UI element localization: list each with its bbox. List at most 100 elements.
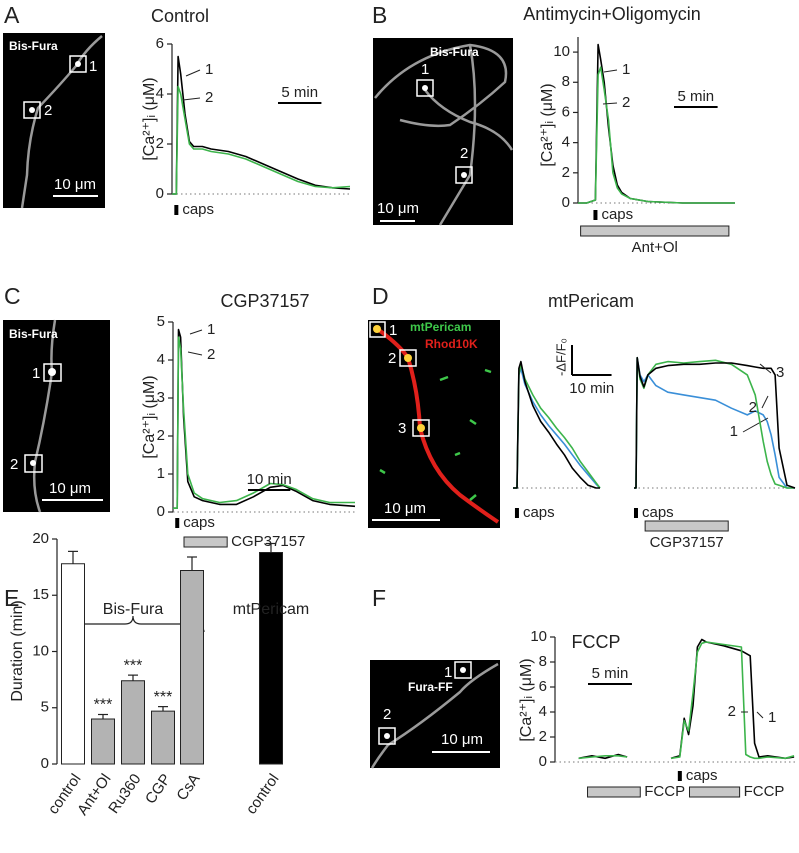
stimulus-marker bbox=[514, 508, 519, 518]
stimulus-marker bbox=[677, 771, 682, 781]
roi-label: 3 bbox=[398, 420, 406, 437]
group-label: mtPericam bbox=[233, 601, 309, 618]
trace-leader bbox=[759, 363, 772, 374]
micrograph bbox=[373, 38, 514, 226]
trace-label: 1 bbox=[730, 423, 738, 440]
treatment-bar bbox=[644, 520, 729, 532]
trace-leader bbox=[187, 351, 203, 356]
y-scale-bar-label: -ΔF/F₀ bbox=[553, 338, 568, 376]
scale-bar-label: 10 μm bbox=[384, 500, 426, 517]
scale-bar-label: 10 μm bbox=[49, 480, 91, 497]
y-tick-label: 2 bbox=[562, 164, 570, 181]
y-tick-label: 6 bbox=[562, 103, 570, 120]
panel-letter: C bbox=[4, 283, 21, 309]
trace-label: 1 bbox=[768, 709, 776, 726]
roi-label: 1 bbox=[421, 61, 429, 78]
micrograph bbox=[3, 33, 105, 209]
trace bbox=[578, 641, 795, 760]
y-tick-label: 10 bbox=[530, 628, 547, 645]
stimulus-label: caps bbox=[182, 201, 214, 218]
treatment-label: CGP37157 bbox=[650, 534, 724, 551]
stimulus-label: caps bbox=[601, 206, 633, 223]
micrograph bbox=[368, 320, 500, 528]
image-label: Bis-Fura bbox=[9, 39, 58, 53]
trace-label: 2 bbox=[205, 89, 213, 106]
trace-label: 3 bbox=[776, 364, 784, 381]
panel-title: FCCP bbox=[572, 632, 621, 652]
trace-leader bbox=[185, 69, 201, 77]
bar bbox=[91, 718, 115, 765]
panel-letter: F bbox=[372, 585, 386, 611]
y-tick-label: 5 bbox=[41, 699, 49, 716]
y-tick-label: 5 bbox=[157, 313, 165, 330]
y-tick-label: 0 bbox=[41, 755, 49, 772]
trace bbox=[634, 356, 795, 489]
y-tick-label: 10 bbox=[32, 642, 49, 659]
panel-letter: A bbox=[4, 2, 20, 28]
y-axis-label: [Ca²⁺]ᵢ (μM) bbox=[539, 83, 556, 166]
treatment-bar bbox=[580, 225, 730, 237]
scale-bar-label: 10 μm bbox=[377, 200, 419, 217]
y-tick-label: 0 bbox=[539, 753, 547, 770]
stimulus-label: caps bbox=[183, 514, 215, 531]
panel-title: Antimycin+Oligomycin bbox=[523, 4, 701, 24]
panel-letter: E bbox=[4, 585, 19, 611]
y-tick-label: 8 bbox=[562, 73, 570, 90]
trace-leader bbox=[602, 102, 618, 105]
trace-leader bbox=[189, 329, 203, 335]
trace bbox=[173, 328, 356, 509]
micrograph bbox=[370, 660, 500, 769]
trace bbox=[172, 55, 351, 195]
significance: *** bbox=[154, 689, 173, 706]
x-tick-label: Ru360 bbox=[105, 771, 144, 817]
trace-leader bbox=[603, 69, 618, 73]
significance: *** bbox=[124, 657, 143, 674]
roi-label: 2 bbox=[44, 102, 52, 119]
roi-label: 1 bbox=[32, 365, 40, 382]
x-tick-label: CGP bbox=[142, 771, 175, 807]
scale-bar-label: 10 min bbox=[569, 380, 614, 397]
panel-title: CGP37157 bbox=[220, 291, 309, 311]
trace bbox=[172, 85, 351, 195]
bar bbox=[61, 563, 85, 765]
roi-label: 2 bbox=[388, 350, 396, 367]
y-axis-label: Duration (min) bbox=[9, 600, 26, 701]
scale-bar-label: 5 min bbox=[677, 88, 714, 105]
y-tick-label: 0 bbox=[156, 185, 164, 202]
roi-label: 2 bbox=[383, 706, 391, 723]
treatment-label: FCCP bbox=[644, 783, 685, 800]
stimulus-label: caps bbox=[642, 504, 674, 521]
trace-leader bbox=[742, 417, 769, 433]
group-label: Bis-Fura bbox=[103, 601, 164, 618]
roi-label: 2 bbox=[460, 145, 468, 162]
trace bbox=[513, 360, 600, 489]
roi-label: 1 bbox=[444, 664, 452, 681]
y-tick-label: 2 bbox=[539, 728, 547, 745]
significance: *** bbox=[94, 697, 113, 714]
bar bbox=[151, 710, 175, 765]
y-tick-label: 4 bbox=[562, 134, 570, 151]
scale-bar-label: 10 μm bbox=[54, 176, 96, 193]
trace-leader bbox=[182, 97, 201, 101]
bar bbox=[259, 552, 283, 765]
trace-label: 1 bbox=[622, 61, 630, 78]
panel-letter: B bbox=[372, 2, 387, 28]
bar bbox=[180, 570, 204, 765]
stimulus-marker bbox=[175, 518, 180, 528]
scale-bar-label: 10 μm bbox=[441, 731, 483, 748]
y-tick-label: 2 bbox=[157, 427, 165, 444]
y-tick-label: 8 bbox=[539, 653, 547, 670]
y-axis-label: [Ca²⁺]ᵢ (μM) bbox=[141, 77, 158, 160]
treatment-bar bbox=[183, 536, 228, 548]
trace bbox=[634, 356, 795, 489]
y-tick-label: 15 bbox=[32, 586, 49, 603]
y-tick-label: 3 bbox=[157, 389, 165, 406]
trace-label: 2 bbox=[622, 94, 630, 111]
y-tick-label: 10 bbox=[553, 43, 570, 60]
trace bbox=[634, 356, 796, 489]
trace-label: 2 bbox=[207, 346, 215, 363]
roi-label: 2 bbox=[10, 456, 18, 473]
stimulus-marker bbox=[593, 210, 598, 220]
trace-leader bbox=[756, 711, 764, 719]
